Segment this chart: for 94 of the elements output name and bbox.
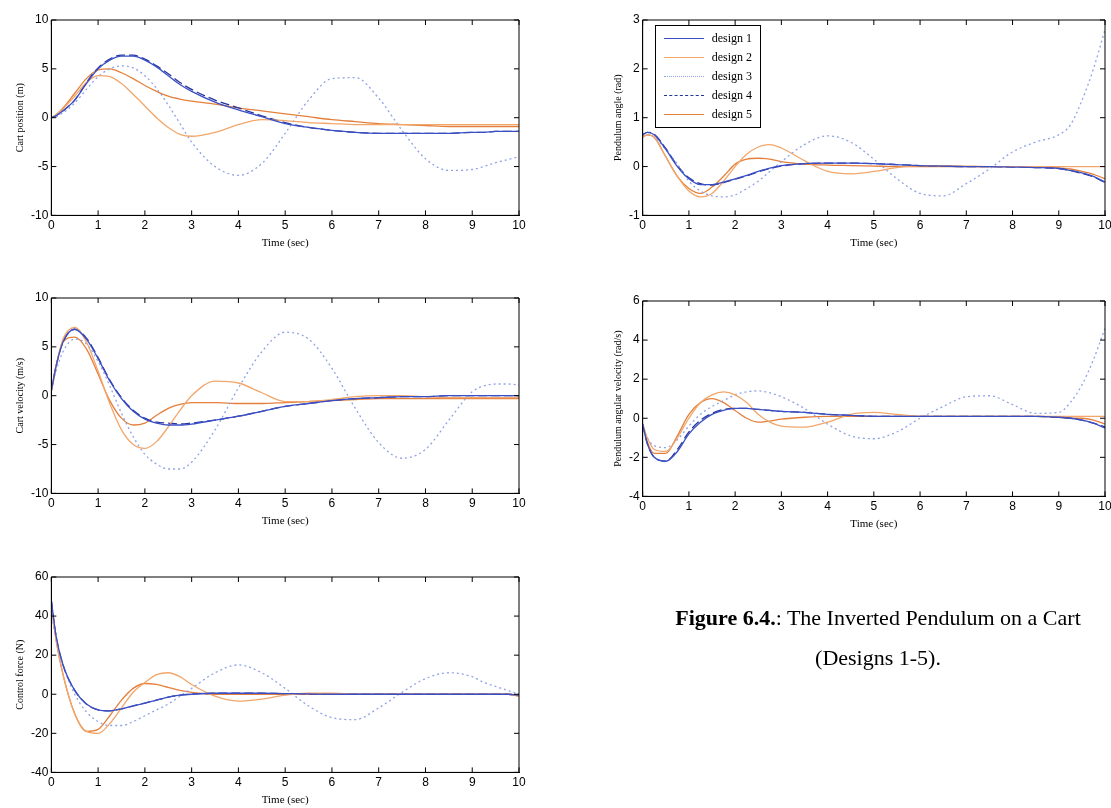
x-tick-label: 5 — [870, 498, 878, 513]
x-tick-label: 7 — [375, 774, 383, 789]
x-tick-label: 4 — [235, 495, 243, 510]
x-tick-label: 2 — [141, 495, 149, 510]
x-tick-label: 7 — [962, 498, 970, 513]
legend-label: design 2 — [711, 49, 752, 66]
x-tick-label: 1 — [94, 495, 102, 510]
x-tick-label: 8 — [422, 495, 430, 510]
legend-label: design 5 — [711, 106, 752, 123]
x-tick-label: 1 — [685, 217, 693, 232]
y-tick-label: 5 — [41, 339, 49, 354]
x-tick-label: 3 — [188, 495, 196, 510]
x-tick-label: 2 — [141, 217, 149, 232]
legend-label: design 4 — [711, 87, 752, 104]
x-tick-label: 10 — [1098, 217, 1111, 232]
x-tick-label: 1 — [94, 217, 102, 232]
x-tick-label: 10 — [512, 774, 526, 789]
x-tick-label: 9 — [468, 774, 476, 789]
y-tick-label: 3 — [632, 12, 640, 27]
y-tick-label: 0 — [632, 410, 640, 425]
x-tick-label: 1 — [685, 498, 693, 513]
text: : The Inverted Pendulum on a Cart (Designs 1-5). — [775, 605, 1081, 670]
x-tick-label: 6 — [916, 217, 924, 232]
y-tick-label: 4 — [632, 332, 640, 347]
x-tick-label: 5 — [281, 495, 289, 510]
x-tick-label: 8 — [422, 774, 430, 789]
x-tick-label: 5 — [870, 217, 878, 232]
caption: Figure 6.4. — [675, 605, 776, 630]
x-tick-label: 9 — [468, 495, 476, 510]
x-tick-label: 5 — [281, 774, 289, 789]
x-tick-label: 10 — [512, 495, 526, 510]
x-axis-title: Time (sec) — [850, 236, 898, 250]
x-tick-label: 6 — [328, 495, 336, 510]
x-tick-label: 8 — [422, 217, 430, 232]
y-tick-label: 40 — [34, 608, 49, 623]
x-axis-title: Time (sec) — [261, 793, 309, 807]
x-tick-label: 2 — [731, 217, 739, 232]
x-tick-label: 4 — [235, 217, 243, 232]
y-tick-label: -5 — [37, 436, 49, 451]
legend-label: design 3 — [711, 68, 752, 85]
x-tick-label: 8 — [1009, 498, 1017, 513]
y-tick-label: 0 — [41, 686, 49, 701]
x-tick-label: 2 — [141, 774, 149, 789]
x-tick-label: 3 — [188, 217, 196, 232]
x-tick-label: 7 — [375, 495, 383, 510]
x-tick-label: 3 — [188, 774, 196, 789]
y-axis-title: Cart position (m) — [13, 83, 26, 153]
y-tick-label: 60 — [34, 569, 49, 584]
y-tick-label: 1 — [632, 110, 640, 125]
y-tick-label: 10 — [34, 290, 49, 305]
x-tick-label: 5 — [281, 217, 289, 232]
y-tick-label: 20 — [34, 647, 49, 662]
y-tick-label: -10 — [31, 485, 49, 500]
y-axis-title: Pendulum angle (rad) — [611, 74, 624, 162]
x-tick-label: 1 — [94, 774, 102, 789]
x-tick-label: 2 — [731, 498, 739, 513]
x-tick-label: 9 — [1055, 217, 1063, 232]
y-axis-title: Pendulum angular velocity (rad/s) — [611, 330, 624, 467]
y-tick-label: 2 — [632, 61, 640, 76]
y-tick-label: 2 — [632, 371, 640, 386]
x-tick-label: 3 — [778, 217, 786, 232]
x-tick-label: 6 — [916, 498, 924, 513]
y-tick-label: -2 — [629, 449, 640, 464]
x-axis-title: Time (sec) — [261, 236, 309, 250]
x-tick-label: 10 — [1098, 498, 1111, 513]
y-tick-label: -10 — [31, 207, 49, 222]
x-tick-label: 4 — [235, 774, 243, 789]
y-tick-label: -4 — [629, 488, 640, 503]
y-tick-label: 6 — [632, 293, 640, 308]
y-axis-title: Control force (N) — [13, 639, 26, 710]
y-tick-label: -5 — [37, 158, 49, 173]
x-tick-label: 7 — [375, 217, 383, 232]
x-axis-title: Time (sec) — [261, 514, 309, 528]
x-tick-label: 10 — [512, 217, 526, 232]
x-tick-label: 7 — [962, 217, 970, 232]
legend-label: design 1 — [711, 30, 752, 47]
x-tick-label: 6 — [328, 217, 336, 232]
x-axis-title: Time (sec) — [850, 517, 898, 531]
y-tick-label: -20 — [31, 725, 49, 740]
y-tick-label: -40 — [31, 764, 49, 779]
x-tick-label: 9 — [1055, 498, 1063, 513]
y-tick-label: 0 — [41, 388, 49, 403]
x-tick-label: 4 — [824, 217, 832, 232]
x-tick-label: 3 — [778, 498, 786, 513]
y-tick-label: 10 — [34, 12, 49, 27]
x-tick-label: 8 — [1009, 217, 1017, 232]
y-tick-label: -1 — [629, 207, 640, 222]
x-tick-label: 6 — [328, 774, 336, 789]
y-axis-title: Cart velocity (m/s) — [13, 357, 26, 434]
x-tick-label: 9 — [468, 217, 476, 232]
x-tick-label: 4 — [824, 498, 832, 513]
y-tick-label: 0 — [41, 110, 49, 125]
y-tick-label: 5 — [41, 61, 49, 76]
y-tick-label: 0 — [632, 158, 640, 173]
